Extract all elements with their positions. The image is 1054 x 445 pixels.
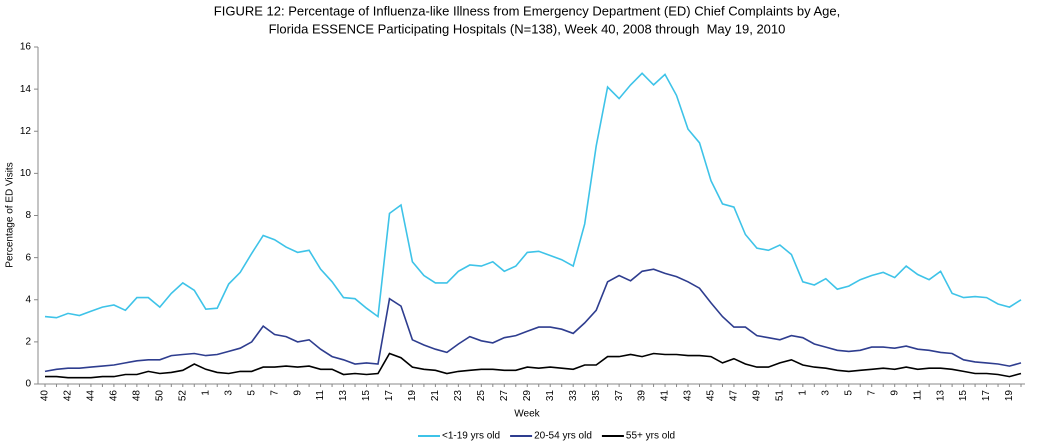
series-line	[44, 268, 1022, 373]
chart-title: Florida ESSENCE Participating Hospitals …	[269, 21, 786, 36]
series-line	[45, 352, 1022, 379]
x-tick-label: 9	[292, 390, 303, 396]
x-tick-label: 50	[154, 390, 165, 402]
x-tick-label: 52	[177, 390, 188, 402]
y-tick-label: 16	[20, 42, 32, 53]
x-tick-label: 35	[591, 390, 602, 402]
x-tick-label: 3	[223, 390, 234, 396]
x-tick-label: 11	[315, 390, 326, 401]
x-tick-label: 7	[269, 390, 280, 396]
x-tick-label: 48	[131, 390, 142, 402]
x-tick-label: 3	[820, 390, 831, 396]
x-tick-label: 7	[866, 390, 877, 396]
y-tick-label: 10	[20, 168, 32, 179]
x-tick-label: 13	[935, 390, 946, 402]
x-axis-title: Week	[514, 409, 540, 420]
x-tick-label: 9	[889, 390, 900, 396]
x-tick-label: 25	[476, 390, 487, 402]
x-tick-label: 31	[545, 390, 556, 402]
x-tick-label: 51	[775, 390, 786, 402]
y-axis-title: Percentage of ED Visits	[5, 162, 16, 267]
x-tick-label: 37	[614, 390, 625, 402]
x-tick-label: 47	[729, 390, 740, 402]
x-tick-label: 43	[683, 390, 694, 402]
y-tick-label: 6	[25, 252, 31, 263]
x-tick-label: 29	[522, 390, 533, 402]
chart-title: FIGURE 12: Percentage of Influenza-like …	[214, 3, 840, 18]
legend-label: 55+ yrs old	[626, 431, 675, 442]
x-tick-label: 13	[338, 390, 349, 402]
x-tick-label: 46	[109, 390, 120, 402]
x-tick-label: 40	[40, 390, 51, 402]
x-tick-label: 17	[981, 390, 992, 402]
x-tick-label: 44	[86, 390, 97, 402]
y-tick-label: 4	[25, 294, 31, 305]
x-tick-label: 11	[912, 390, 923, 401]
x-tick-label: 15	[361, 390, 372, 402]
x-tick-label: 39	[637, 390, 648, 402]
x-tick-label: 1	[797, 390, 808, 396]
y-tick-label: 14	[20, 84, 32, 95]
y-tick-label: 8	[25, 210, 31, 221]
y-tick-label: 2	[25, 337, 31, 348]
x-tick-label: 5	[246, 390, 257, 396]
x-tick-label: 27	[499, 390, 510, 402]
x-tick-label: 19	[1004, 390, 1015, 402]
y-tick-label: 12	[20, 126, 32, 137]
legend-label: 20-54 yrs old	[534, 431, 592, 442]
x-tick-label: 45	[706, 390, 717, 402]
series-line	[44, 72, 1022, 319]
x-tick-label: 41	[660, 390, 671, 402]
x-tick-label: 5	[843, 390, 854, 396]
x-tick-label: 33	[568, 390, 579, 402]
legend-label: <1-19 yrs old	[442, 431, 500, 442]
x-tick-label: 42	[63, 390, 74, 402]
y-tick-label: 0	[25, 379, 31, 390]
x-tick-label: 1	[200, 390, 211, 396]
x-tick-label: 21	[430, 390, 441, 402]
x-tick-label: 23	[453, 390, 464, 402]
x-tick-label: 15	[958, 390, 969, 402]
x-tick-label: 49	[752, 390, 763, 402]
x-tick-label: 17	[384, 390, 395, 402]
x-tick-label: 19	[407, 390, 418, 402]
